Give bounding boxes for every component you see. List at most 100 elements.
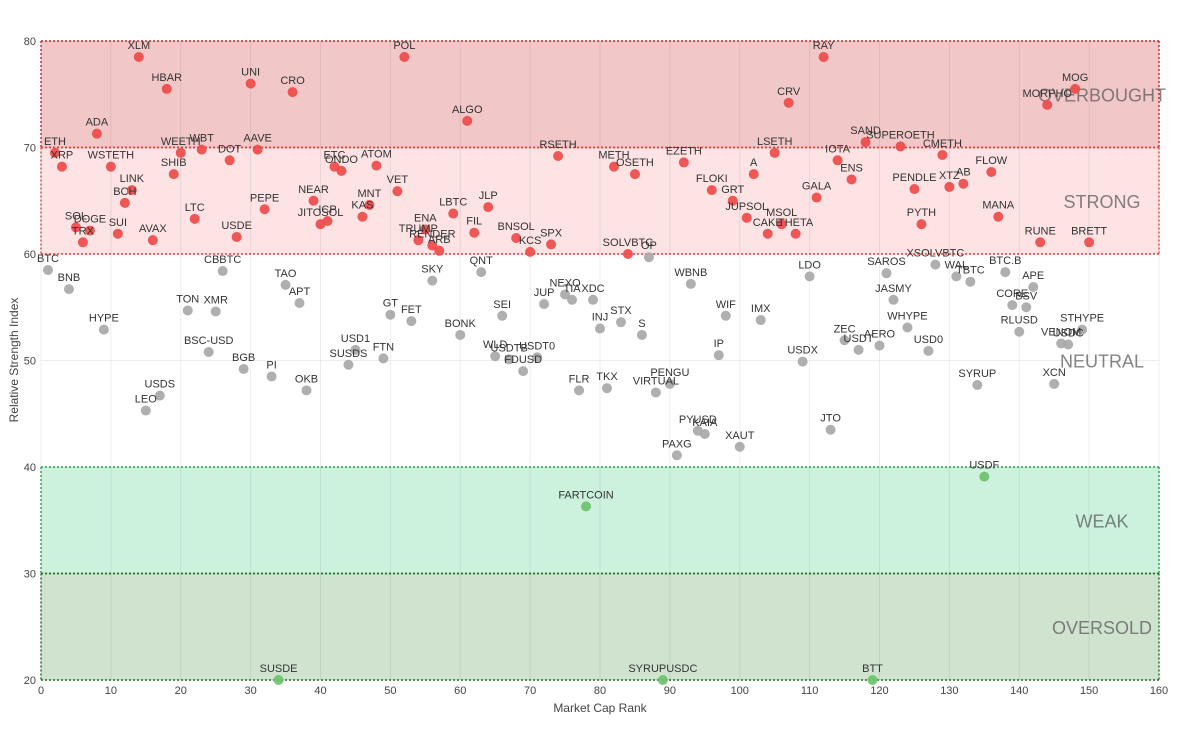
point-label-wif: WIF [716,299,736,311]
point-label-morpho: MORPHO [1022,88,1072,100]
point-label-xmr: XMR [203,295,228,307]
point-label-brett: BRETT [1071,225,1107,237]
zone-label-weak: WEAK [1075,511,1128,531]
point-eth [49,147,60,158]
point-lbtc [448,208,459,219]
point-usdf [979,471,990,482]
point-label-venom: VENOM [1041,326,1081,338]
point-cro [287,87,298,98]
point-bch [119,197,130,208]
point-label-nexo: NEXO [549,277,581,289]
point-ldo [804,271,815,282]
point-label-ton: TON [176,293,199,305]
point-label-kcs: KCS [519,235,542,247]
point-pepe [259,204,270,215]
point-avax [147,235,158,246]
point-label-render: RENDER [409,228,456,240]
point-label-inj: INJ [592,312,609,324]
axes: 0 10 20 30 40 50 60 70 80 90 100 110 120 130 140 150 160… [24,36,1168,697]
zone-band-strong [41,147,1159,254]
zone-labels: OVERBOUGHT STRONG NEUTRAL WEAK OVERSOLD [1038,85,1166,638]
point-label-aave: AAVE [243,133,272,145]
zone-bands [41,41,1159,680]
point-label-bsc-usd: BSC-USD [184,335,234,347]
x-tick-label: 30 [245,685,257,697]
point-label-btc: BTC [37,253,59,265]
point-tbtc [965,276,976,287]
point-wif [720,310,731,321]
point-whype [902,322,913,333]
point-label-a: A [750,157,758,169]
point-aave [252,144,263,155]
x-tick-label: 60 [454,685,466,697]
zone-band-neutral [41,254,1159,467]
point-label-usdt: USDT [844,333,874,345]
point-doge [84,225,95,236]
point-label-sol: SOL [65,210,87,222]
point-label-s: S [638,318,645,330]
point-label-algo: ALGO [452,104,483,116]
point-label-bsv: BSV [1015,290,1038,302]
point-jlp [483,202,494,213]
point-bgb [238,364,249,375]
point-label-jasmy: JASMY [875,283,912,295]
point-label-wal: WAL [945,259,968,271]
point-hbar [161,83,172,94]
point-label-pendle: PENDLE [892,172,936,184]
point-label-weeth: WEETH [161,136,201,148]
point-jupsol [741,212,752,223]
point-label-ftn: FTN [373,341,394,353]
point-label-cbbtc: CBBTC [204,254,241,266]
point-sei [497,310,508,321]
x-tick-label: 80 [594,685,606,697]
x-tick-label: 120 [870,685,888,697]
point-bnsol [511,233,522,244]
point-label-sui: SUI [109,217,127,229]
point-label-spx: SPX [540,227,563,239]
point-label-xaut: XAUT [725,430,755,442]
y-tick-label: 60 [24,249,36,261]
point-mnt [364,200,375,211]
point-label-sky: SKY [421,264,444,276]
point-label-usd0: USD0 [914,334,943,346]
point-ens [846,174,857,185]
point-label-tkx: TKX [596,371,618,383]
point-cmeth [937,149,948,160]
point-jasmy [888,294,899,305]
point-btt [867,675,878,685]
x-tick-label: 40 [314,685,326,697]
point-label-xtz: XTZ [939,170,960,182]
point-syrupusdc [657,675,668,685]
point-label-hype: HYPE [89,313,119,325]
point-label-bnsol: BNSOL [498,221,535,233]
point-virtual [650,387,661,398]
point-label-eth: ETH [44,136,66,148]
point-label-wbt: WBT [189,133,214,145]
point-label-wbnb: WBNB [674,267,707,279]
point-label-usdx: USDX [787,345,818,357]
point-label-jup: JUP [534,287,555,299]
point-mog [1070,83,1081,94]
point-label-usdt0: USDT0 [519,340,555,352]
point-label-crv: CRV [777,86,801,98]
point-label-shib: SHIB [161,157,187,169]
x-tick-label: 150 [1080,685,1098,697]
point-imx [755,315,766,326]
point-cbbtc [217,266,228,277]
point-pi [266,371,277,382]
point-brett [1084,237,1095,248]
point-susds [343,359,354,370]
point-a [748,169,759,180]
point-label-paxg: PAXG [662,438,692,450]
point-label-iota: IOTA [825,143,851,155]
point-btc-b [1000,267,1011,278]
point-label-syrupusdc: SYRUPUSDC [628,663,697,675]
point-label-stx: STX [610,305,632,317]
point-label-jlp: JLP [479,190,498,202]
point-usdtb [504,354,515,365]
point-label-doge: DOGE [74,214,106,226]
point-label-ena: ENA [414,213,437,225]
point-gt [385,309,396,320]
point-label-imx: IMX [751,303,771,315]
point-label-kas: KAS [351,200,373,212]
